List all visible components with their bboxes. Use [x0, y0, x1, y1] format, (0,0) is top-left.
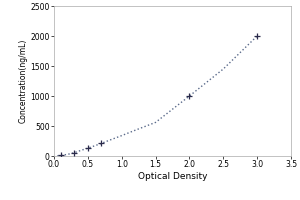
Y-axis label: Concentration(ng/mL): Concentration(ng/mL)	[19, 39, 28, 123]
X-axis label: Optical Density: Optical Density	[138, 172, 207, 181]
